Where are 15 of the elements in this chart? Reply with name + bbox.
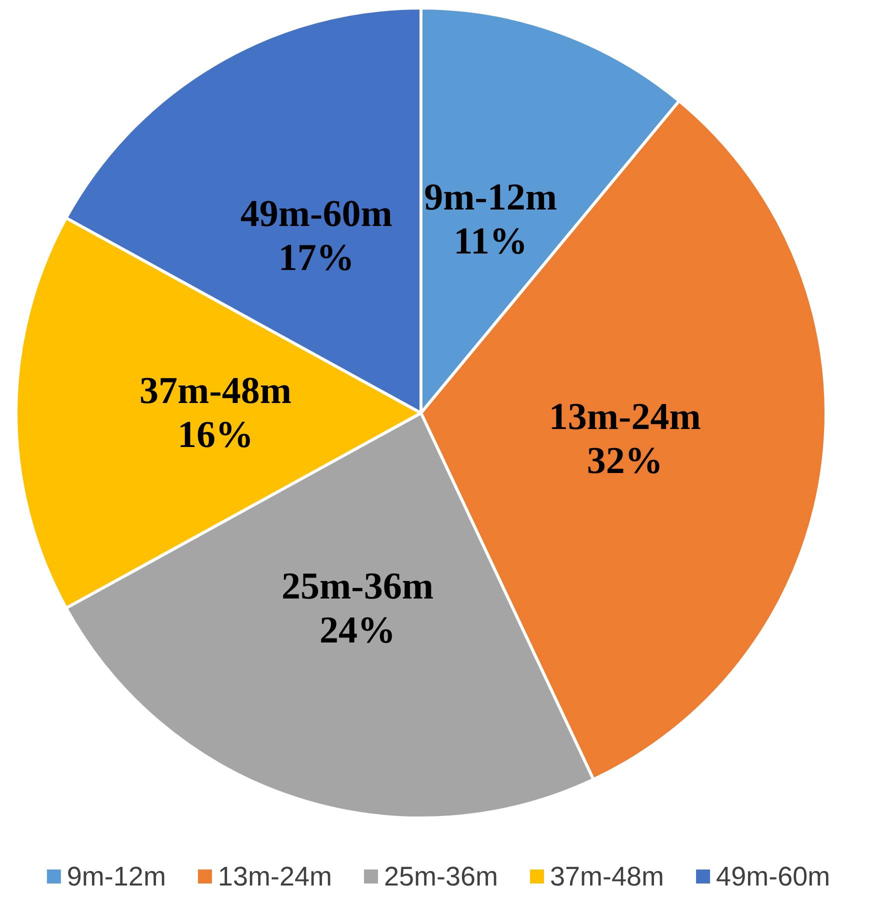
data-label: 24% [319, 609, 396, 652]
legend-label: 37m-48m [550, 862, 664, 892]
data-label: 17% [278, 237, 354, 280]
slice-label: 9m-12m [424, 176, 558, 219]
legend-label: 13m-24m [218, 862, 332, 892]
data-label: 11% [454, 220, 528, 263]
data-label: 32% [586, 440, 663, 482]
legend-label: 9m-12m [66, 862, 166, 892]
legend-label: 49m-60m [716, 862, 830, 892]
legend-label: 25m-36m [384, 862, 498, 892]
slice-label: 37m-48m [140, 370, 292, 412]
slice-label: 49m-60m [240, 193, 392, 236]
slice-label: 13m-24m [548, 396, 701, 438]
slice-label: 25m-36m [282, 565, 434, 608]
data-label: 16% [178, 414, 254, 456]
